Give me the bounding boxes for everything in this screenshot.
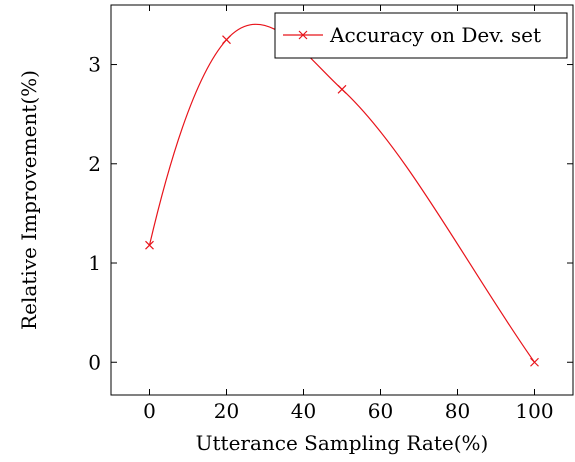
- y-tick-label: 2: [88, 152, 101, 176]
- y-tick-label: 3: [88, 53, 101, 77]
- plot-frame: [110, 4, 574, 396]
- x-tick-label: 100: [515, 399, 553, 423]
- series-line: [148, 23, 535, 363]
- y-axis-label: Relative Improvement(%): [17, 70, 41, 330]
- legend-box: [274, 12, 568, 59]
- legend: Accuracy on Dev. set: [274, 12, 568, 59]
- y-tick-label: 1: [88, 251, 101, 275]
- data-point-marker: [530, 357, 539, 367]
- x-tick-label: 60: [368, 399, 393, 423]
- data-point-marker: [145, 240, 154, 250]
- data-point-marker: [337, 84, 347, 94]
- x-tick-label: 80: [445, 399, 470, 423]
- x-tick-label: 40: [291, 399, 316, 423]
- legend-label: Accuracy on Dev. set: [329, 23, 541, 47]
- series-layer: [145, 23, 539, 367]
- x-tick-label: 0: [143, 399, 156, 423]
- legend-marker-x-icon: [298, 30, 308, 40]
- x-axis-label: Utterance Sampling Rate(%): [196, 431, 489, 455]
- data-point-marker: [222, 35, 231, 45]
- y-tick-label: 0: [88, 350, 101, 374]
- axis-ticks: 0 20 40 60 80 100 0 1 2 3: [88, 5, 573, 423]
- x-tick-label: 20: [214, 399, 239, 423]
